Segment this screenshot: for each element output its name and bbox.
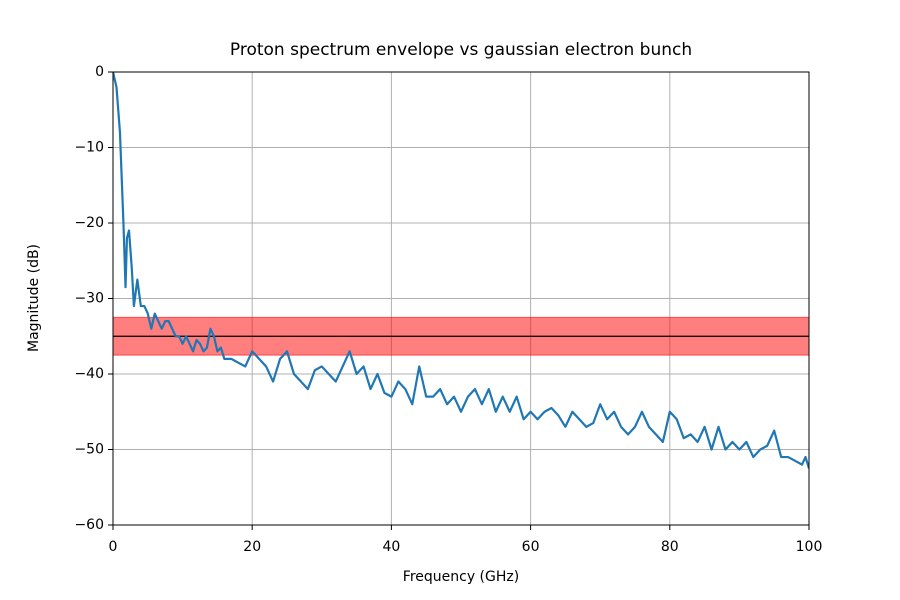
x-tick-label: 40 (382, 539, 400, 555)
y-axis-label: Magnitude (dB) (26, 244, 42, 352)
x-tick-label: 20 (243, 539, 261, 555)
plot-frame (112, 71, 810, 526)
y-tick-label: −10 (74, 140, 104, 156)
spectrum-line (113, 72, 809, 469)
y-tick-label: 0 (95, 64, 104, 80)
x-tick-label: 80 (661, 539, 679, 555)
y-tick-label: −60 (74, 517, 104, 533)
x-axis-label: Frequency (GHz) (403, 569, 519, 585)
x-tick-label: 100 (796, 539, 823, 555)
y-tick-label: −50 (74, 442, 104, 458)
y-tick-label: −30 (74, 291, 104, 307)
x-tick-label: 0 (109, 539, 118, 555)
y-tick-label: −20 (74, 215, 104, 231)
x-tick-label: 60 (522, 539, 540, 555)
y-tick-label: −40 (74, 366, 104, 382)
chart-title: Proton spectrum envelope vs gaussian ele… (230, 40, 692, 60)
